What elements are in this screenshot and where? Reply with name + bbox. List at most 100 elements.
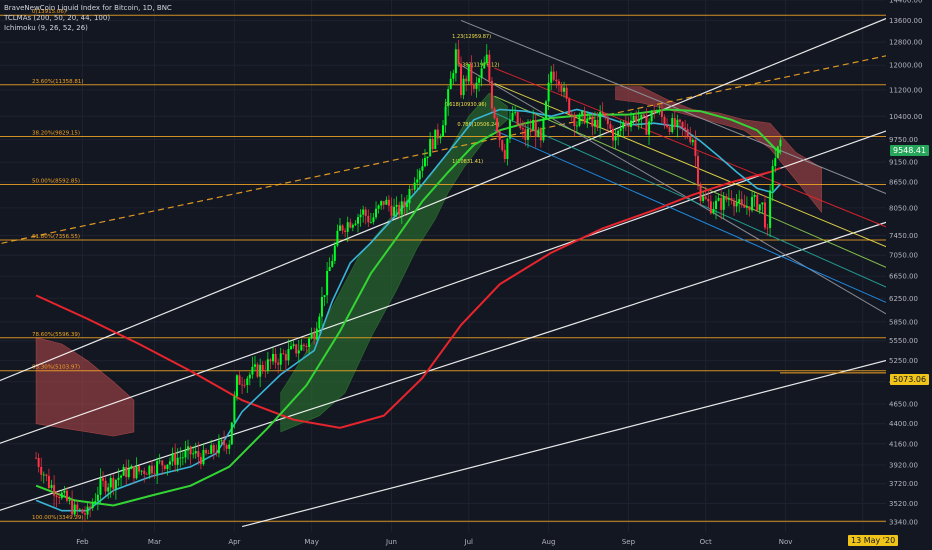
candle-bear bbox=[488, 54, 491, 81]
candle-bull bbox=[297, 350, 300, 354]
candle-bull bbox=[508, 120, 511, 139]
candle-bull bbox=[96, 494, 99, 501]
price-axis bbox=[886, 0, 932, 550]
candle-bear bbox=[678, 119, 681, 122]
candle-bear bbox=[686, 129, 689, 137]
candle-bear bbox=[55, 495, 58, 497]
time-tick-label: Jun bbox=[385, 538, 397, 546]
candle-bull bbox=[107, 487, 110, 492]
candle-bear bbox=[295, 344, 298, 354]
candle-bull bbox=[372, 217, 375, 223]
candle-bull bbox=[722, 196, 725, 210]
candle-bear bbox=[560, 85, 563, 92]
candle-bull bbox=[135, 466, 138, 479]
candle-bull bbox=[751, 196, 754, 211]
candle-bull bbox=[637, 119, 640, 122]
candle-bull bbox=[745, 206, 748, 208]
candle-bear bbox=[112, 478, 115, 489]
price-tick-label: 4650.00 bbox=[889, 400, 918, 408]
candle-bull bbox=[506, 138, 509, 160]
candle-bear bbox=[241, 384, 244, 386]
candle-bull bbox=[439, 136, 442, 139]
candle-bull bbox=[315, 328, 318, 340]
candle-bull bbox=[308, 338, 311, 348]
candle-bull bbox=[650, 111, 653, 122]
trend-line bbox=[494, 95, 932, 288]
candle-bull bbox=[287, 349, 290, 361]
candle-bear bbox=[53, 485, 56, 496]
candle-bear bbox=[71, 500, 74, 515]
candle-bear bbox=[496, 118, 499, 131]
price-tick-label: 12800.00 bbox=[889, 39, 922, 47]
candle-bear bbox=[766, 227, 769, 229]
candle-bull bbox=[658, 110, 661, 113]
candle-bull bbox=[393, 206, 396, 216]
candle-bull bbox=[774, 158, 777, 167]
price-tick-label: 3720.00 bbox=[889, 480, 918, 488]
candle-bull bbox=[323, 295, 326, 297]
candle-bull bbox=[676, 119, 679, 127]
candle-bull bbox=[738, 199, 741, 203]
candle-bull bbox=[588, 116, 591, 119]
candle-bull bbox=[346, 222, 349, 232]
candle-bear bbox=[47, 475, 50, 489]
price-tick-label: 8050.00 bbox=[889, 204, 918, 212]
candle-bear bbox=[212, 445, 215, 453]
candle-bull bbox=[192, 453, 195, 455]
candle-bear bbox=[174, 453, 177, 465]
candle-bear bbox=[704, 196, 707, 199]
candle-bull bbox=[375, 208, 378, 218]
candle-bull bbox=[248, 374, 251, 379]
candle-bull bbox=[140, 470, 143, 472]
price-tick-label: 3520.00 bbox=[889, 500, 918, 508]
candle-bull bbox=[405, 203, 408, 208]
price-tick-label: 7450.00 bbox=[889, 232, 918, 240]
candle-bull bbox=[210, 445, 213, 454]
candle-bear bbox=[470, 64, 473, 85]
candle-bear bbox=[243, 384, 246, 386]
candle-bull bbox=[130, 466, 133, 469]
candle-bear bbox=[539, 129, 542, 141]
candle-bull bbox=[228, 444, 231, 449]
price-tick-label: 4400.00 bbox=[889, 420, 918, 428]
indicator-ichimoku[interactable]: Ichimoku (9, 26, 52, 26) bbox=[4, 24, 88, 32]
candle-bull bbox=[413, 182, 416, 190]
indicator-tclmas[interactable]: TCLMAs (200, 50, 20, 44, 100) bbox=[4, 14, 111, 22]
candle-bull bbox=[233, 396, 236, 423]
candle-bear bbox=[313, 332, 316, 340]
candle-bull bbox=[217, 440, 220, 454]
candle-bear bbox=[284, 354, 287, 361]
trend-line bbox=[494, 129, 932, 324]
candle-bear bbox=[557, 81, 560, 86]
candle-bear bbox=[398, 204, 401, 215]
candle-bear bbox=[277, 362, 280, 365]
candle-bull bbox=[86, 506, 89, 515]
candle-bear bbox=[748, 206, 751, 211]
candle-bull bbox=[179, 457, 182, 459]
candle-bear bbox=[740, 199, 743, 206]
candle-bull bbox=[423, 157, 426, 167]
candle-bull bbox=[357, 217, 360, 224]
candle-bull bbox=[421, 166, 424, 171]
candle-bull bbox=[617, 130, 620, 137]
candle-bull bbox=[351, 224, 354, 228]
candle-bull bbox=[359, 214, 362, 218]
fib-ext-label: 0.382(11976.12) bbox=[457, 63, 499, 69]
candle-bear bbox=[411, 189, 414, 190]
candle-bull bbox=[279, 353, 282, 365]
candle-bull bbox=[655, 112, 658, 114]
candle-bear bbox=[521, 128, 524, 130]
candle-bear bbox=[668, 127, 671, 132]
price-tick-label: 3920.00 bbox=[889, 462, 918, 470]
candle-bull bbox=[246, 378, 249, 385]
candle-bear bbox=[161, 460, 164, 466]
candle-bull bbox=[575, 125, 578, 127]
candle-bull bbox=[630, 120, 633, 127]
candle-bull bbox=[336, 230, 339, 246]
candle-bear bbox=[503, 150, 506, 160]
candle-bear bbox=[568, 98, 571, 114]
candle-bull bbox=[426, 156, 429, 158]
candle-bull bbox=[648, 121, 651, 135]
